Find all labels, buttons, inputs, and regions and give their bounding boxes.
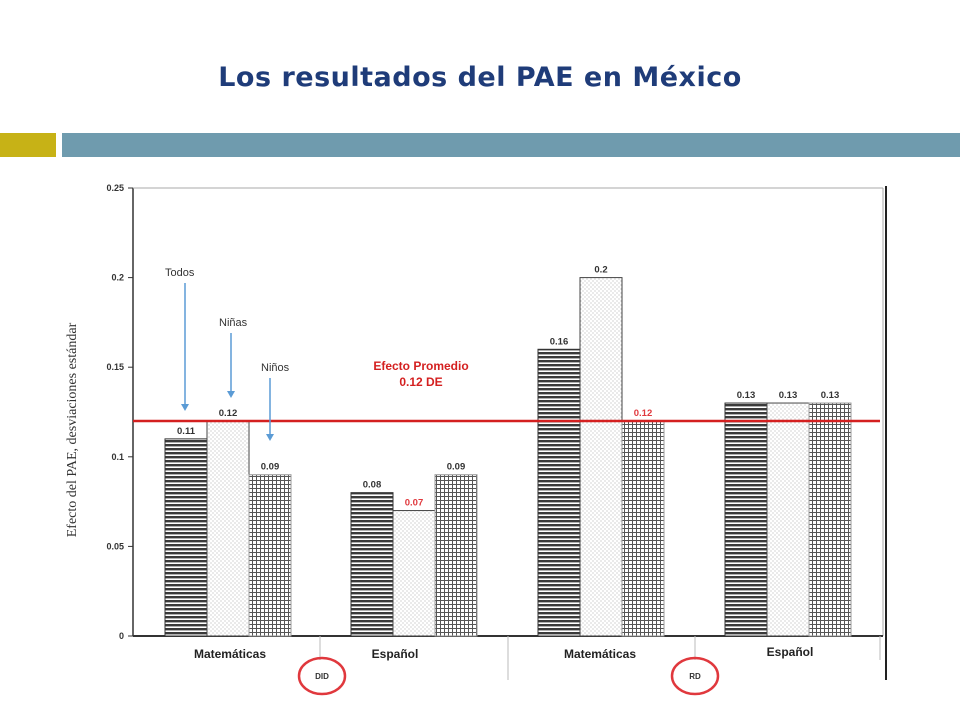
method-highlight-circle xyxy=(297,656,347,696)
bar-value-label: 0.07 xyxy=(405,498,424,509)
bar-niñas xyxy=(579,277,623,637)
bar-niñas xyxy=(392,510,436,637)
y-tick-label: 0.15 xyxy=(106,362,124,372)
x-category-label: Español xyxy=(372,647,419,661)
bar-value-label: 0.13 xyxy=(737,390,756,401)
bar-value-label: 0.09 xyxy=(447,462,466,473)
reference-label-line2: 0.12 DE xyxy=(399,375,442,389)
bar-value-label: 0.16 xyxy=(550,336,569,347)
y-tick-label: 0.25 xyxy=(106,183,124,193)
y-tick-label: 0.1 xyxy=(111,452,124,462)
reference-label-line1: Efecto Promedio xyxy=(373,359,468,373)
bars xyxy=(164,277,852,637)
legend-label-todos: Todos xyxy=(165,267,195,279)
bar-value-label: 0.08 xyxy=(363,480,382,491)
bar-todos xyxy=(537,348,581,637)
bar-todos xyxy=(350,492,394,637)
bar-value-label: 0.09 xyxy=(261,462,280,473)
bar-value-label: 0.12 xyxy=(634,408,653,419)
title-rule-accent xyxy=(0,133,56,157)
slide-title: Los resultados del PAE en México xyxy=(218,62,742,93)
legend-arrow-head xyxy=(227,391,235,398)
x-category-labels: Matemáticas Español Matemáticas Español xyxy=(194,645,813,661)
bar-niñas xyxy=(766,402,810,637)
value-labels: 0.11 0.12 0.09 0.08 0.07 0.09 0.16 0.2 0.12 0.13 0… xyxy=(177,265,839,509)
y-tick-label: 0 xyxy=(119,631,124,641)
bar-niñas xyxy=(206,420,250,637)
title-rule-bar xyxy=(62,133,960,157)
method-label-did: DID xyxy=(315,672,329,681)
bar-niños xyxy=(621,420,665,637)
bar-todos xyxy=(164,438,208,637)
x-category-label: Español xyxy=(767,645,814,659)
bar-value-label: 0.13 xyxy=(779,390,798,401)
legend-label-niñas: Niñas xyxy=(219,317,248,329)
y-ticks: 0 0.05 0.1 0.15 0.2 0.25 xyxy=(106,183,133,641)
method-label-rd: RD xyxy=(689,672,701,681)
bar-value-label: 0.13 xyxy=(821,390,840,401)
bar-todos xyxy=(724,402,768,637)
bar-niños xyxy=(248,474,292,637)
x-category-label: Matemáticas xyxy=(194,647,266,661)
legend-arrows: Todos Niñas Niños xyxy=(165,267,290,441)
legend-arrow-head xyxy=(266,434,274,441)
y-tick-label: 0.05 xyxy=(106,541,124,551)
bar-value-label: 0.2 xyxy=(594,265,607,276)
method-highlight-circle xyxy=(670,656,720,696)
method-labels: DID RD xyxy=(297,656,720,696)
y-tick-label: 0.2 xyxy=(111,273,124,283)
x-category-label: Matemáticas xyxy=(564,647,636,661)
reference-line-group: Efecto Promedio 0.12 DE xyxy=(133,359,880,423)
legend-arrow-head xyxy=(181,404,189,411)
bar-niños xyxy=(808,402,852,637)
bar-value-label: 0.12 xyxy=(219,408,238,419)
bar-niños xyxy=(434,474,478,637)
legend-label-niños: Niños xyxy=(261,362,290,374)
bar-value-label: 0.11 xyxy=(177,426,196,437)
